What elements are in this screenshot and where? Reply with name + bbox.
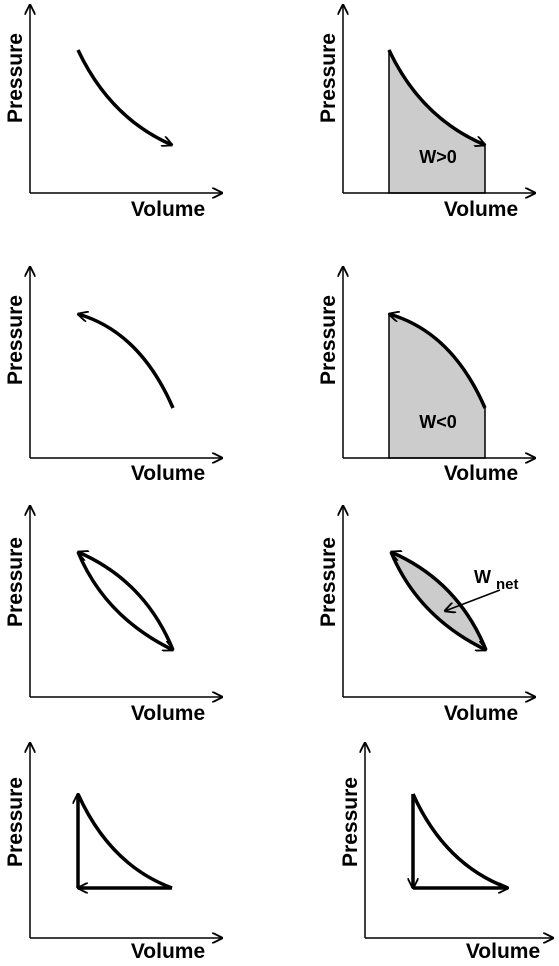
x-axis-label: Volume — [131, 702, 205, 725]
work-area — [388, 49, 486, 194]
y-axis-label: Pressure — [339, 777, 362, 867]
work-area — [388, 313, 486, 459]
panel-compression-work: Pressure Volume W<0 — [317, 267, 535, 485]
y-axis-label: Pressure — [317, 33, 340, 123]
panel-triangle-cycle-cw: Pressure Volume — [339, 743, 553, 963]
y-axis-label: Pressure — [317, 537, 340, 627]
x-axis-label: Volume — [131, 940, 205, 963]
x-axis-label: Volume — [131, 462, 205, 485]
panel-expansion-work: Pressure Volume W>0 — [317, 5, 535, 221]
y-axis-label: Pressure — [4, 33, 27, 123]
x-axis-label: Volume — [444, 462, 518, 485]
x-axis-label: Volume — [444, 198, 518, 221]
lower-curve — [76, 551, 173, 652]
process-curve — [76, 49, 172, 145]
x-axis-label: Volume — [131, 198, 205, 221]
x-axis-label: Volume — [466, 940, 540, 963]
panel-triangle-cycle-ccw: Pressure Volume — [4, 743, 222, 963]
x-axis-label: Volume — [444, 702, 518, 725]
net-work-label-main: W — [474, 567, 491, 587]
lower-curve — [389, 551, 486, 652]
upper-curve — [391, 552, 488, 651]
net-work-area — [391, 552, 486, 650]
upper-curve — [78, 552, 175, 651]
curved-side — [411, 793, 509, 890]
net-work-label: W net — [474, 567, 519, 593]
y-axis-label: Pressure — [317, 295, 340, 385]
panel-compression: Pressure Volume — [4, 267, 222, 485]
panel-cycle-net-work: Pressure Volume W net — [317, 506, 535, 725]
label-pointer-arrow — [445, 589, 501, 611]
y-axis-label: Pressure — [4, 777, 27, 867]
panel-expansion: Pressure Volume — [4, 5, 222, 221]
curved-side — [76, 793, 173, 890]
work-label: W<0 — [419, 412, 457, 432]
y-axis-label: Pressure — [4, 537, 27, 627]
work-label: W>0 — [419, 147, 457, 167]
process-curve — [389, 314, 487, 409]
panel-cycle: Pressure Volume — [4, 506, 222, 725]
y-axis-label: Pressure — [4, 295, 27, 385]
net-work-label-subscript: net — [496, 576, 519, 593]
process-curve — [387, 49, 485, 145]
process-curve — [78, 314, 175, 409]
